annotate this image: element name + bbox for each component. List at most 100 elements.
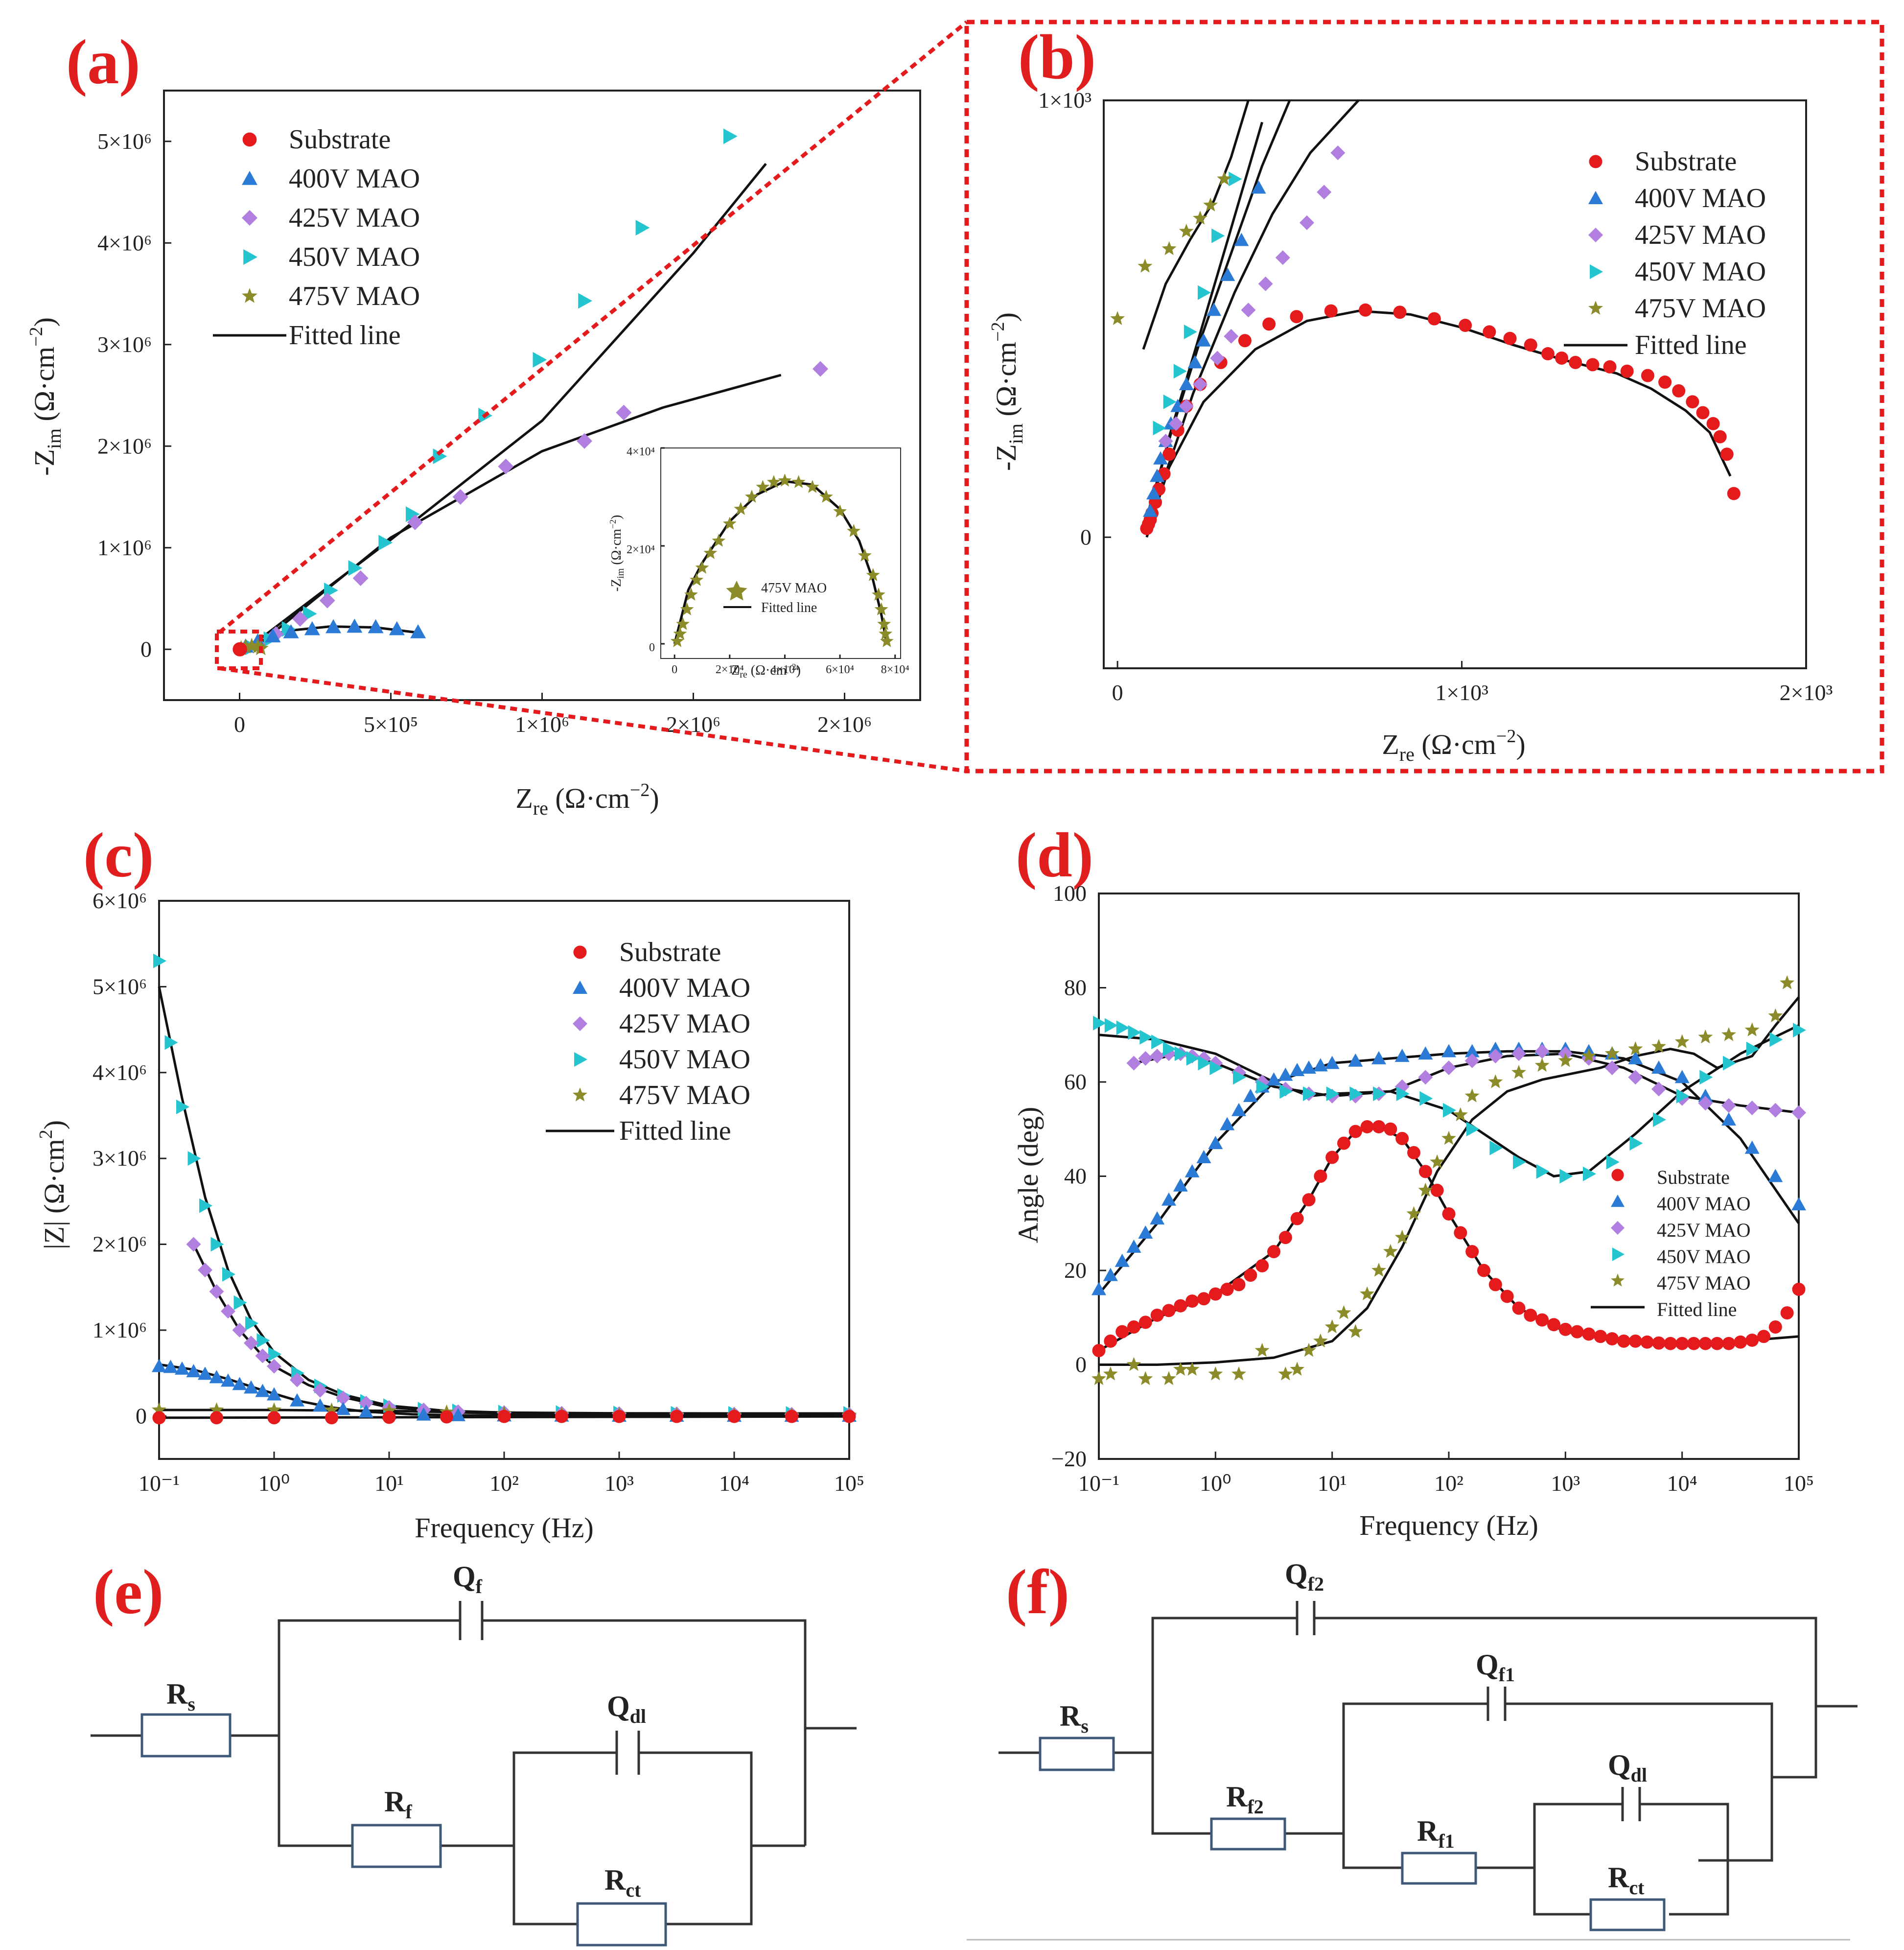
x-tick-label: 10⁵ — [1784, 1471, 1814, 1496]
resistor-rs-f — [1039, 1737, 1115, 1771]
data-point-mao400 — [1768, 1169, 1783, 1182]
data-point-substrate — [382, 1410, 396, 1424]
data-point-mao400 — [1324, 1056, 1340, 1069]
data-point-mao450 — [1198, 1056, 1211, 1071]
data-point-mao400 — [198, 1366, 212, 1380]
x-tick-label: 0 — [234, 712, 245, 737]
legend-marker-mao475 — [1588, 301, 1603, 315]
data-point-mao400 — [1126, 1239, 1141, 1253]
data-point-substrate — [1244, 1269, 1257, 1282]
data-point-mao450 — [176, 1099, 189, 1114]
data-point-mao425 — [1192, 377, 1207, 392]
zoom-frame-b — [964, 20, 1884, 774]
data-point-mao425 — [319, 592, 335, 609]
legend-marker-mao425 — [573, 1016, 587, 1031]
data-point-mao475 — [1184, 1362, 1200, 1376]
x-tick-label: 10³ — [604, 1471, 634, 1496]
data-point-substrate — [1232, 1278, 1246, 1292]
data-point-substrate — [1535, 1313, 1549, 1327]
x-tick-label: 10⁰ — [258, 1471, 290, 1496]
x-tick-label: 10⁴ — [1667, 1471, 1697, 1496]
data-point-mao475 — [1360, 1286, 1375, 1300]
data-point-mao475 — [680, 602, 694, 615]
data-point-mao400 — [416, 1407, 431, 1421]
circuit-f-labels: Rs Qf2 Rf2 Qf1 Rf1 Qdl Rct — [1060, 1558, 1647, 1899]
label-rf2-f: Rf2 — [1226, 1781, 1264, 1818]
legend-marker-substrate — [573, 945, 587, 959]
data-point-mao400 — [1464, 1044, 1480, 1057]
legend-marker-substrate — [242, 132, 257, 147]
data-point-mao400 — [1313, 1058, 1328, 1072]
label-rf-e: Rf — [384, 1786, 412, 1823]
data-point-mao400 — [1207, 303, 1222, 316]
data-point-substrate — [233, 642, 247, 657]
data-point-substrate — [1393, 305, 1407, 319]
data-point-mao450 — [1174, 1046, 1188, 1061]
data-point-mao475 — [872, 587, 885, 601]
circuit-f — [998, 1601, 1858, 1931]
data-point-mao425 — [1698, 1096, 1713, 1111]
axis-ticks-b: 0 1×10³ 2×10³ 0 1×10³ — [1038, 88, 1833, 705]
data-point-mao400 — [313, 1398, 327, 1412]
data-point-mao400 — [336, 1402, 350, 1415]
data-point-substrate — [1290, 1212, 1304, 1225]
data-point-mao425 — [1441, 1060, 1456, 1076]
x-tick-label: 10² — [1434, 1471, 1463, 1496]
x-tick-label: 1×10³ — [1435, 680, 1488, 705]
data-point-mao450 — [1349, 1086, 1363, 1102]
data-point-mao400 — [232, 1377, 247, 1390]
data-point-mao475 — [833, 504, 847, 517]
data-point-mao425 — [292, 611, 308, 627]
legend-label-mao400: 400V MAO — [619, 973, 750, 1003]
data-point-substrate — [1503, 331, 1517, 345]
data-point-mao400 — [209, 1370, 224, 1384]
data-point-substrate — [1696, 406, 1710, 420]
data-point-mao400 — [304, 621, 320, 635]
x-tick-label: 0 — [672, 663, 677, 676]
data-point-mao450 — [1513, 1154, 1526, 1170]
data-point-mao475 — [670, 634, 684, 647]
label-rct-f: Rct — [1608, 1861, 1645, 1899]
legend-b: Substrate 400V MAO 425V MAO 450V MAO 475V MA… — [1564, 146, 1766, 360]
data-point-substrate — [1255, 1259, 1269, 1272]
data-point-substrate — [1706, 417, 1720, 430]
y-tick-label: 4×10⁶ — [93, 1060, 147, 1085]
data-point-substrate — [1360, 1120, 1374, 1133]
series-substrate — [152, 1410, 856, 1425]
circuit-e-labels: Rs Qf Rf Qdl Rct — [166, 1560, 646, 1901]
label-rct-e: Rct — [604, 1864, 641, 1901]
data-point-mao475 — [1290, 1362, 1305, 1376]
data-point-mao400 — [1348, 1053, 1363, 1067]
data-point-mao400 — [175, 1361, 189, 1375]
data-point-mao450 — [1163, 1041, 1176, 1057]
series-mao450 — [1093, 1015, 1806, 1184]
data-point-mao450 — [233, 1295, 247, 1310]
data-point-mao425 — [813, 361, 829, 377]
legend-label-substrate: Substrate — [1657, 1166, 1730, 1188]
data-point-mao400 — [1628, 1051, 1643, 1064]
data-point-mao425 — [1488, 1049, 1503, 1064]
data-point-mao475 — [1780, 975, 1795, 989]
plot-frame-b — [1103, 99, 1807, 669]
legend-marker-mao475 — [1611, 1273, 1625, 1287]
data-point-mao475 — [1348, 1324, 1363, 1338]
series-substrate — [232, 642, 247, 657]
inset-legend-475v: 475V MAO — [761, 581, 827, 596]
data-point-mao475 — [877, 617, 891, 630]
data-marks-c — [152, 953, 857, 1425]
data-point-mao400 — [1115, 1253, 1130, 1267]
data-point-mao475 — [703, 546, 718, 559]
y-tick-label: 3×10⁶ — [97, 332, 152, 357]
data-point-mao450 — [1197, 285, 1211, 300]
data-point-mao450 — [1373, 1086, 1386, 1102]
data-point-mao475 — [267, 1402, 281, 1416]
data-point-mao425 — [1179, 399, 1194, 414]
data-point-mao450 — [1184, 324, 1197, 339]
legend-label-fit: Fitted line — [289, 320, 401, 351]
data-point-mao400 — [1721, 1112, 1736, 1126]
legend-label-mao450: 450V MAO — [619, 1044, 750, 1075]
series-mao475 — [1110, 171, 1232, 325]
x-tick-label: 10¹ — [1318, 1471, 1347, 1496]
legend-label-mao400: 400V MAO — [1657, 1193, 1751, 1215]
data-point-mao450 — [1229, 171, 1242, 187]
